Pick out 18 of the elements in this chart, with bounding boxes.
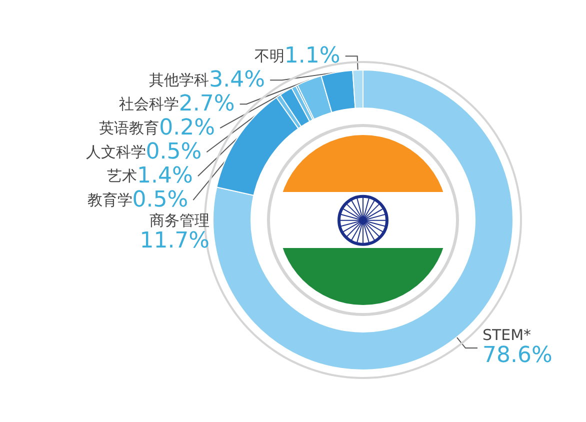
slice-label: STEM* (482, 326, 532, 344)
slice-label: 英语教育 (99, 119, 160, 138)
data-label: 0.5% (146, 140, 202, 165)
data-label: 0.2% (159, 116, 216, 141)
slice-label: 人文科学 (86, 143, 146, 162)
slice-label: 商务管理 (150, 212, 210, 230)
slice-label: 艺术 (107, 167, 138, 186)
data-label: 1.1% (284, 44, 340, 69)
data-label: 3.4% (209, 68, 266, 93)
slice-label: 社会科学 (118, 95, 179, 114)
data-label: 1.4% (137, 164, 193, 189)
data-label: 78.6% (482, 343, 552, 368)
slice-label: 其他学科 (149, 71, 210, 90)
slice-label: 不明 (254, 47, 284, 66)
data-label: 11.7% (140, 228, 210, 254)
data-label: 0.5% (132, 188, 188, 213)
data-label: 2.7% (178, 92, 235, 117)
slice-label: 教育学 (87, 191, 132, 210)
